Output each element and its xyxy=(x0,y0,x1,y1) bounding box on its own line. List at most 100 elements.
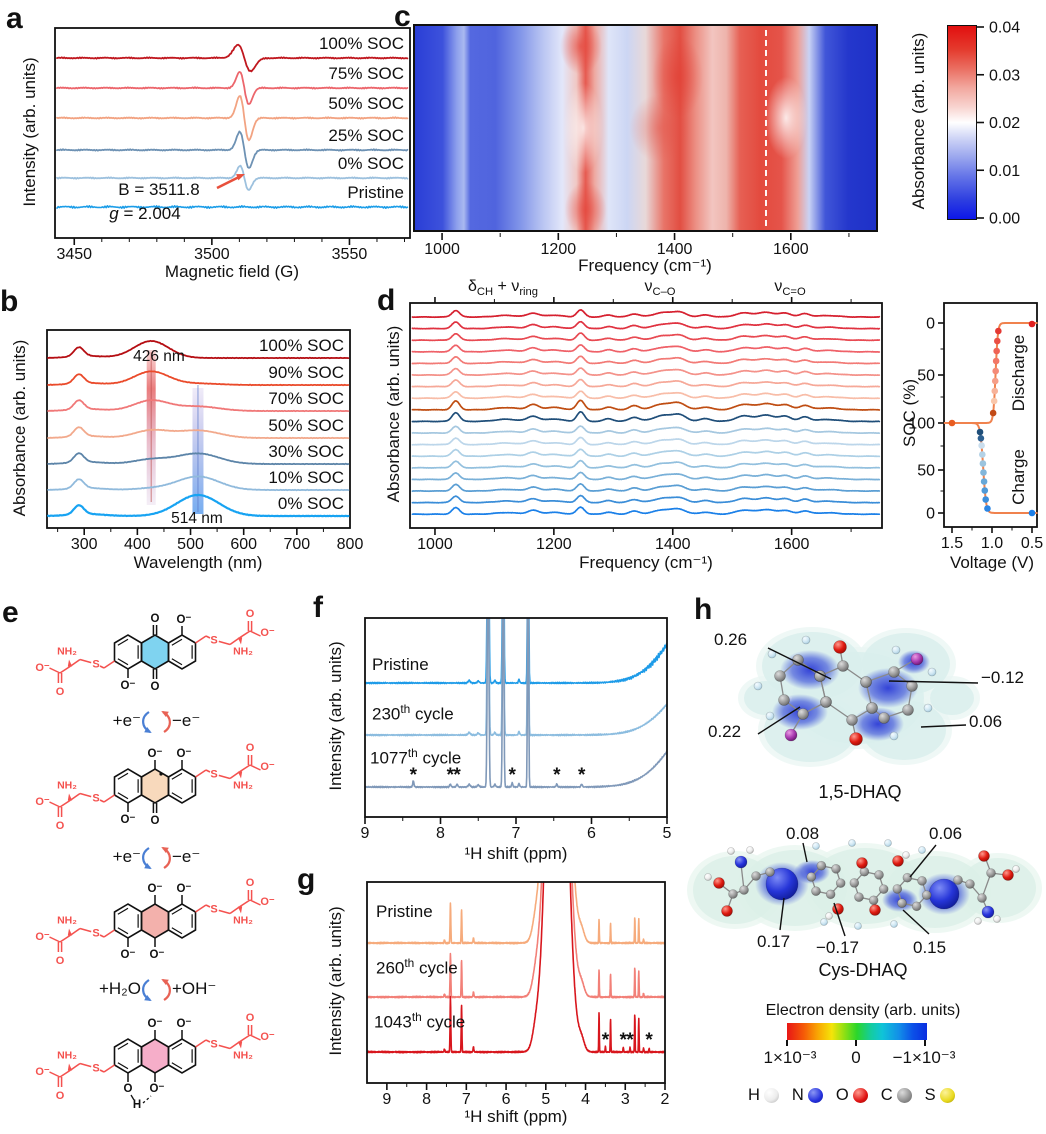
svg-text:S: S xyxy=(92,659,99,671)
h-legend-tick-neg: −1×10⁻³ xyxy=(892,1048,956,1067)
h-molecule-name-cysdhaq: Cys-DHAQ xyxy=(818,960,908,980)
atom-symbol-h: H xyxy=(748,1086,760,1104)
svg-text:O: O xyxy=(246,742,255,754)
svg-text:3550: 3550 xyxy=(332,246,368,263)
f-x-axis-label: ¹H shift (ppm) xyxy=(464,844,568,863)
svg-text:7: 7 xyxy=(462,1091,471,1108)
o-atom-sphere-icon xyxy=(852,1088,868,1103)
svg-text:100% SOC: 100% SOC xyxy=(259,336,344,355)
svg-text:50% SOC: 50% SOC xyxy=(328,94,404,113)
svg-text:0: 0 xyxy=(926,316,935,333)
svg-text:O⁻: O⁻ xyxy=(260,627,275,639)
e-step3-left-label: +H₂O xyxy=(98,979,141,998)
soc-y-axis-label: SOC (%) xyxy=(900,379,919,447)
svg-text:O⁻: O⁻ xyxy=(120,680,135,692)
g-y-axis-label: Intensity (arb. units) xyxy=(326,906,345,1056)
b-peak-514-annotation: 514 nm xyxy=(171,510,223,527)
svg-text:O⁻: O⁻ xyxy=(35,796,50,808)
atom-legend-item-o: O xyxy=(836,1086,868,1105)
svg-text:1.5: 1.5 xyxy=(941,535,963,552)
g-series-label-pristine: Pristine xyxy=(376,902,433,921)
h-charge-0.06b: 0.06 xyxy=(929,824,963,843)
svg-text:9: 9 xyxy=(361,825,370,842)
a-gfactor-annotation: g = 2.004 xyxy=(109,204,181,223)
svg-text:O⁻: O⁻ xyxy=(260,896,275,908)
atom-legend-item-c: C xyxy=(881,1086,912,1105)
svg-text:*: * xyxy=(553,765,561,786)
svg-text:S: S xyxy=(210,635,217,647)
svg-text:500: 500 xyxy=(177,536,204,553)
svg-text:0.02: 0.02 xyxy=(989,115,1020,132)
svg-text:*: * xyxy=(620,1030,628,1051)
svg-text:O: O xyxy=(56,955,65,967)
atom-legend-item-s: S xyxy=(925,1086,955,1105)
svg-text:1000: 1000 xyxy=(424,241,460,258)
svg-text:1600: 1600 xyxy=(774,536,810,553)
a-field-annotation: B = 3511.8 xyxy=(118,180,200,199)
h-molecule-name-dhaq: 1,5-DHAQ xyxy=(818,782,902,802)
svg-text:O⁻: O⁻ xyxy=(149,949,164,961)
svg-text:8: 8 xyxy=(436,825,445,842)
c-colorbar-label: Absorbance (arb. units) xyxy=(909,32,928,210)
svg-text:O: O xyxy=(56,820,65,832)
h-charge-m0.12: −0.12 xyxy=(981,668,1025,687)
svg-text:NH₂: NH₂ xyxy=(233,646,253,658)
s-atom-sphere-icon xyxy=(939,1088,955,1103)
svg-text:O⁻: O⁻ xyxy=(149,1083,164,1095)
svg-text:O: O xyxy=(246,1012,255,1024)
svg-text:H: H xyxy=(133,1099,141,1111)
svg-text:S: S xyxy=(92,793,99,805)
h-charge-0.22: 0.22 xyxy=(708,722,742,741)
panel-letter-g: g xyxy=(297,863,316,896)
svg-text:25% SOC: 25% SOC xyxy=(328,126,404,145)
svg-text:70% SOC: 70% SOC xyxy=(268,389,344,408)
svg-text:1.0: 1.0 xyxy=(981,535,1003,552)
svg-text:S: S xyxy=(210,904,217,916)
svg-text:O⁻: O⁻ xyxy=(176,1018,191,1030)
svg-text:NH₂: NH₂ xyxy=(57,780,77,792)
svg-text:9: 9 xyxy=(382,1091,391,1108)
svg-text:0.01: 0.01 xyxy=(989,163,1020,180)
svg-text:3450: 3450 xyxy=(56,246,92,263)
d-mode-annotation-co: νC–O xyxy=(644,278,676,299)
b-y-axis-label: Absorbance (arb. units) xyxy=(10,339,29,517)
svg-text:3500: 3500 xyxy=(194,246,230,263)
f-y-axis-label: Intensity (arb. units) xyxy=(326,641,345,791)
h-charge-0.08: 0.08 xyxy=(786,824,820,843)
f-series-label-pristine: Pristine xyxy=(372,655,429,674)
svg-text:*: * xyxy=(602,1030,610,1051)
svg-text:O⁻: O⁻ xyxy=(147,883,162,895)
svg-text:S: S xyxy=(210,1039,217,1051)
d-mode-annotation-c2o: νC=O xyxy=(774,278,806,299)
f-series-label-230: 230th cycle xyxy=(372,702,454,724)
svg-text:8: 8 xyxy=(422,1091,431,1108)
h-charge-0.17: 0.17 xyxy=(757,932,791,951)
svg-text:O: O xyxy=(151,815,160,827)
svg-text:O: O xyxy=(56,686,65,698)
svg-text:*: * xyxy=(578,765,586,786)
panel-letter-a: a xyxy=(6,2,23,35)
h-atom-sphere-icon xyxy=(763,1088,779,1103)
atom-symbol-c: C xyxy=(880,1086,893,1104)
svg-text:NH₂: NH₂ xyxy=(57,915,77,927)
e-step3-right-label: +OH⁻ xyxy=(172,979,217,998)
svg-text:5: 5 xyxy=(541,1091,550,1108)
svg-text:O⁻: O⁻ xyxy=(35,662,50,674)
svg-text:O⁻: O⁻ xyxy=(260,1031,275,1043)
e-step1-right-label: −e⁻ xyxy=(172,711,201,730)
panel-letter-h: h xyxy=(694,593,713,626)
svg-text:0.00: 0.00 xyxy=(989,211,1020,228)
svg-text:400: 400 xyxy=(124,536,151,553)
c-atom-sphere-icon xyxy=(896,1088,912,1103)
svg-text:0: 0 xyxy=(926,506,935,523)
e-step2-left-label: +e⁻ xyxy=(112,847,141,866)
svg-text:S: S xyxy=(92,928,99,940)
svg-text:O⁻: O⁻ xyxy=(147,748,162,760)
svg-text:4: 4 xyxy=(581,1091,590,1108)
svg-text:O: O xyxy=(246,877,255,889)
svg-text:Pristine: Pristine xyxy=(347,183,404,202)
svg-text:NH₂: NH₂ xyxy=(233,780,253,792)
svg-text:O⁻: O⁻ xyxy=(35,1066,50,1078)
svg-text:*: * xyxy=(645,1030,653,1051)
